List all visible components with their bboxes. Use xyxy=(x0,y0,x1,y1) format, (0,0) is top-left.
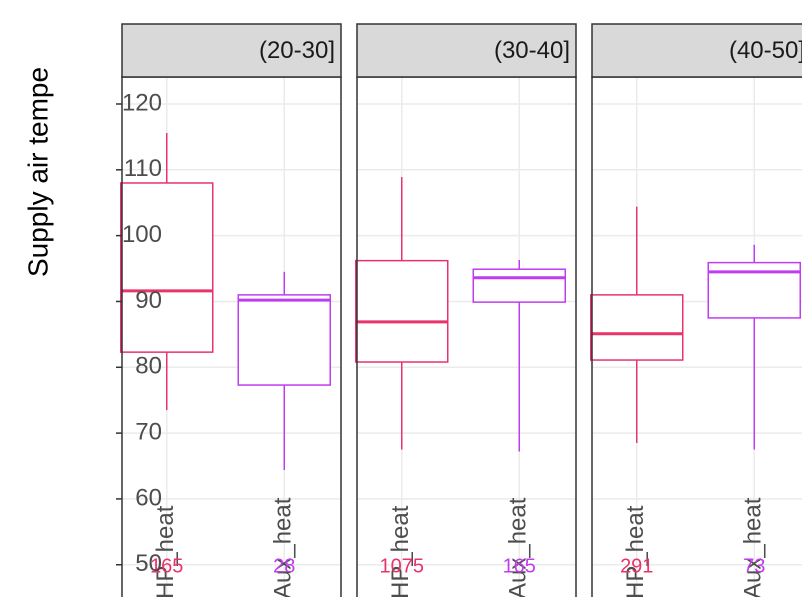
count-label: 165 xyxy=(150,555,183,577)
y-tick-label: 120 xyxy=(122,89,162,116)
category-label: HP_heat xyxy=(622,505,649,597)
count-label: 165 xyxy=(503,555,536,577)
count-label: 73 xyxy=(743,555,765,577)
count-label: 1075 xyxy=(380,555,425,577)
strip xyxy=(591,23,802,78)
strip xyxy=(121,23,342,78)
box xyxy=(472,268,566,303)
box xyxy=(120,182,214,353)
y-tick-label: 70 xyxy=(135,418,162,445)
category-label: HP_heat xyxy=(387,505,414,597)
y-tick-label: 100 xyxy=(122,221,162,248)
y-tick-label: 90 xyxy=(135,287,162,314)
y-axis-label: Supply air tempe xyxy=(22,67,53,277)
category-label: Aux_heat xyxy=(740,497,767,597)
strip-title: (40-50] xyxy=(729,37,802,64)
y-tick-label: 50 xyxy=(135,550,162,577)
y-tick-label: 80 xyxy=(135,353,162,380)
count-label: 28 xyxy=(273,555,295,577)
strip-title: (30-40] xyxy=(494,37,570,64)
category-label: Aux_heat xyxy=(505,497,532,597)
box xyxy=(355,259,449,363)
category-label: HP_heat xyxy=(152,505,179,597)
count-label: 291 xyxy=(620,555,653,577)
box xyxy=(237,294,331,386)
strip xyxy=(356,23,577,78)
category-label: Aux_heat xyxy=(270,497,297,597)
y-tick-label: 110 xyxy=(124,155,162,182)
strip-title: (20-30] xyxy=(259,37,335,64)
y-tick-label: 60 xyxy=(135,484,162,511)
box xyxy=(590,294,684,361)
